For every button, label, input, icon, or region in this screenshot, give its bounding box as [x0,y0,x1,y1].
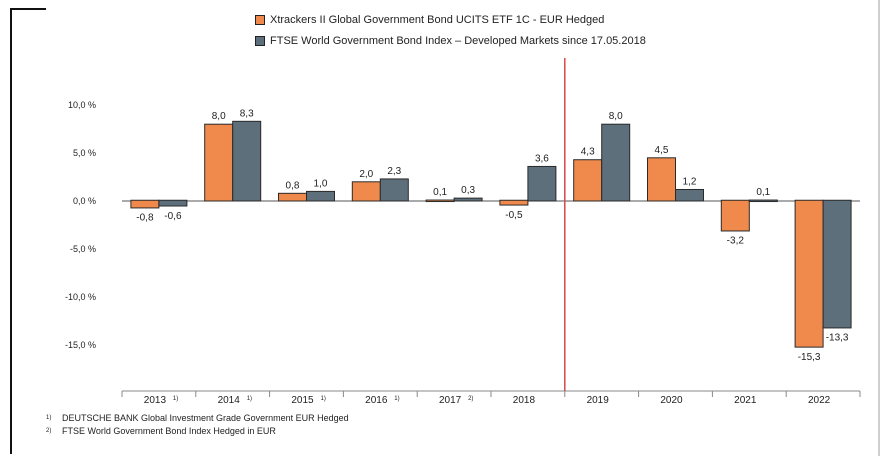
bar-series1 [647,157,676,202]
bar-series1 [351,181,381,202]
y-tick-label: 5,0 % [73,148,96,158]
bar-series1 [720,199,750,232]
bar-series1 [499,199,529,206]
data-label-series1: 4,5 [655,145,669,156]
data-label-series1: -0,8 [136,213,154,224]
legend-swatch-series2 [255,35,265,46]
y-tick-label: -10,0 % [65,292,96,302]
footnote-1: 1) DEUTSCHE BANK Global Investment Grade … [46,412,349,425]
data-label-series1: 0,8 [286,180,300,191]
footnote-2: 2) FTSE World Government Bond Index Hedge… [46,425,349,438]
legend-label-series2: FTSE World Government Bond Index – Devel… [270,34,646,47]
data-label-series2: 1,0 [314,178,328,189]
data-label-series2: 2,3 [387,166,401,177]
x-tick-label: 2018 [513,395,536,406]
footnote-2-text: FTSE World Government Bond Index Hedged … [62,426,276,436]
data-label-series2: 0,3 [461,185,475,196]
x-tick-label: 2014 [218,395,241,406]
y-tick-label: 10,0 % [68,100,96,110]
bar-series2 [232,120,262,202]
bar-series2 [527,165,557,202]
bar-series2 [306,190,335,202]
bar-series1 [573,159,603,202]
y-tick-label: 0,0 % [73,196,96,206]
x-tick-label: 2015 [291,395,314,406]
legend-label-series1: Xtrackers II Global Government Bond UCIT… [270,13,605,26]
x-tick-label: 2013 [144,395,167,406]
x-tick-label: 2016 [365,395,388,406]
bar-series2 [453,197,483,202]
footnotes: 1) DEUTSCHE BANK Global Investment Grade … [46,412,349,438]
data-label-series2: -0,6 [164,211,182,222]
bar-series2 [675,188,704,202]
legend-swatch-series1 [255,14,265,25]
bar-series2 [158,199,188,207]
data-label-series1: -15,3 [798,352,821,363]
legend: Xtrackers II Global Government Bond UCIT… [255,11,646,53]
data-label-series2: 0,1 [756,187,770,198]
bar-series1 [425,199,455,203]
legend-item-series1: Xtrackers II Global Government Bond UCIT… [255,11,646,28]
data-label-series1: -3,2 [727,236,745,247]
x-tick-label: 2017 [439,395,462,406]
data-label-series1: 4,3 [581,147,595,158]
data-label-series2: 8,3 [240,108,254,119]
x-tick-footnote-mark: 2) [468,396,473,402]
y-tick-label: -5,0 % [70,244,96,254]
x-tick-footnote-mark: 1) [173,396,178,402]
footnote-1-text: DEUTSCHE BANK Global Investment Grade Go… [62,413,349,423]
x-tick-label: 2020 [660,395,683,406]
frame-left-border [10,8,12,454]
data-label-series2: 8,0 [609,111,623,122]
footnote-1-mark: 1) [46,415,52,421]
x-tick-footnote-mark: 1) [394,396,399,402]
x-tick-footnote-mark: 1) [247,396,252,402]
bar-series1 [794,199,824,348]
legend-item-series2: FTSE World Government Bond Index – Devel… [255,32,646,49]
bar-series1 [204,123,234,202]
data-label-series2: -13,3 [826,333,849,344]
x-tick-label: 2019 [587,395,610,406]
x-tick-label: 2021 [734,395,757,406]
x-tick-label: 2022 [808,395,831,406]
bar-series2 [601,123,631,202]
bar-series2 [822,199,852,329]
footnote-2-mark: 2) [46,428,52,434]
data-label-series2: 3,6 [535,153,549,164]
x-tick-footnote-mark: 1) [321,396,326,402]
frame-top-border [10,8,46,10]
bar-series2 [748,199,778,203]
bar-series1 [278,192,307,202]
data-label-series1: 8,0 [212,111,226,122]
data-label-series1: -0,5 [505,210,523,221]
bar-series1 [130,199,160,209]
data-label-series1: 2,0 [359,169,373,180]
y-tick-label: -15,0 % [65,340,96,350]
frame-right-border [878,0,880,456]
data-label-series2: 1,2 [683,176,697,187]
bar-series2 [379,178,409,202]
data-label-series1: 0,1 [433,187,447,198]
